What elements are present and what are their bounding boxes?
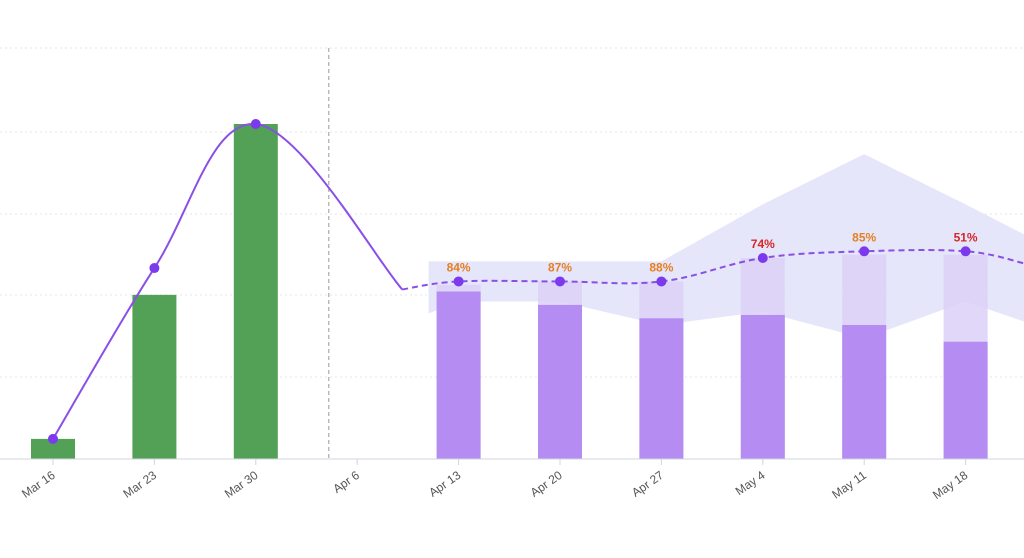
confidence-band-area	[428, 154, 1024, 339]
x-tick-label-5: Apr 20	[528, 468, 565, 500]
forecast-bar-4	[436, 291, 481, 459]
x-tick-label-1: Mar 23	[120, 468, 159, 501]
actual-bar-0	[31, 438, 75, 459]
forecast-bar-8	[842, 325, 887, 459]
forecast-bar-5	[538, 304, 582, 459]
x-tick-label-3: Apr 6	[330, 468, 362, 496]
data-label-7: 74%	[751, 237, 775, 251]
x-tick-label-0: Mar 16	[19, 468, 58, 501]
marker-0	[48, 433, 58, 444]
marker-2	[250, 119, 261, 129]
data-label-8: 85%	[852, 230, 876, 244]
trend-line-forecast	[402, 249, 1024, 291]
data-label-4: 84%	[447, 260, 471, 274]
forecast-bar-6	[639, 318, 684, 459]
marker-1	[149, 263, 160, 274]
x-axis: Mar 16 Mar 23 Mar 30 Apr 6 Apr 13 Apr 20 Apr 2…	[0, 458, 1024, 502]
confidence-band	[428, 154, 1024, 339]
x-tick-label-4: Apr 13	[426, 468, 463, 500]
x-tick-label-8: May 11	[829, 468, 869, 502]
marker-9	[960, 246, 971, 257]
x-tick-label-9: May 18	[930, 468, 971, 502]
data-label-9: 51%	[954, 230, 978, 244]
markers	[48, 119, 971, 444]
bars	[31, 124, 988, 459]
x-tick-label-6: Apr 27	[629, 468, 666, 500]
marker-8	[859, 246, 870, 257]
marker-7	[757, 253, 768, 263]
marker-4	[453, 276, 464, 287]
trend-line	[52, 122, 1024, 440]
forecast-bar-9	[943, 341, 988, 459]
actual-bar-1	[132, 294, 177, 459]
trend-line-actual	[52, 122, 403, 440]
x-tick-label-2: Mar 30	[222, 468, 261, 501]
data-label-5: 87%	[548, 260, 572, 274]
data-label-6: 88%	[649, 260, 673, 274]
forecast-bar-7	[740, 314, 785, 459]
marker-6	[656, 276, 667, 287]
marker-5	[555, 276, 565, 287]
x-tick-label-7: May 4	[733, 468, 768, 498]
actual-bar-2	[233, 124, 278, 459]
data-labels: 84% 87% 88% 74% 85% 51%	[447, 230, 978, 274]
